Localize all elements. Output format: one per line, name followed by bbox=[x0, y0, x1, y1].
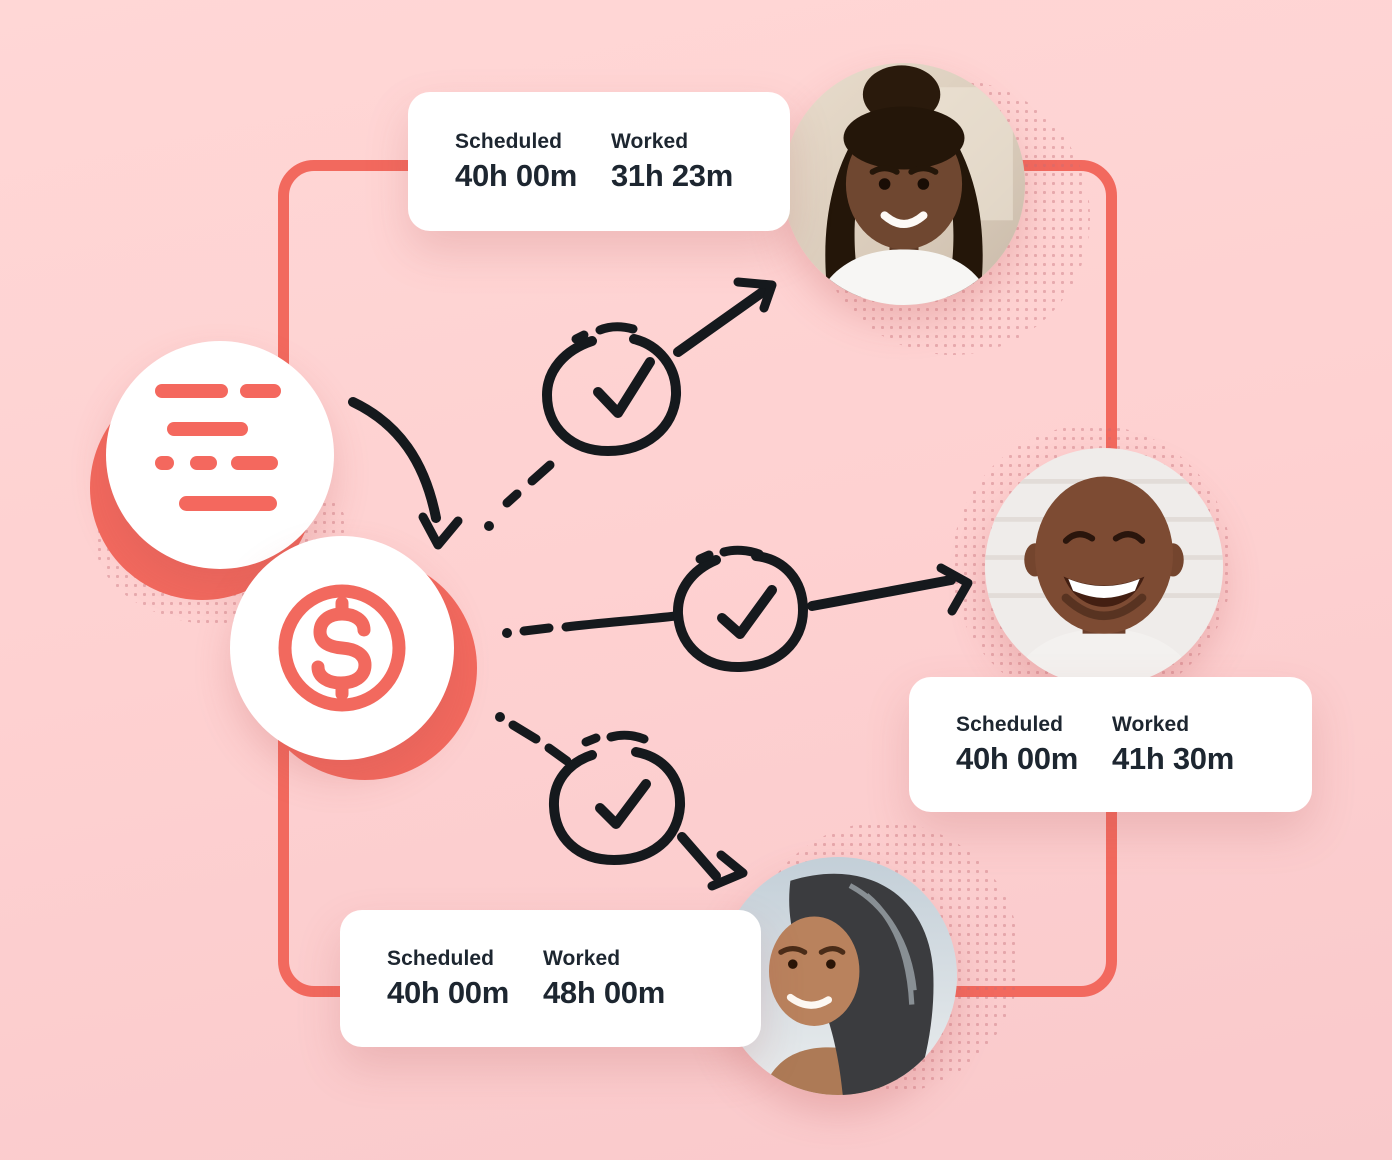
scheduled-stat: Scheduled 40h 00m bbox=[455, 129, 577, 194]
worked-label: Worked bbox=[610, 129, 689, 153]
scheduled-label: Scheduled bbox=[455, 129, 563, 153]
scheduled-stat: Scheduled 40h 00m bbox=[956, 712, 1078, 777]
list-bar bbox=[155, 456, 174, 470]
avatar-photo-woman-braids bbox=[783, 63, 1025, 305]
scheduled-value: 40h 00m bbox=[956, 741, 1078, 777]
employee-avatar-2 bbox=[985, 448, 1223, 686]
worked-label: Worked bbox=[1111, 712, 1190, 736]
worked-value: 31h 23m bbox=[610, 158, 733, 194]
scheduled-stat: Scheduled 40h 00m bbox=[387, 946, 509, 1011]
list-bar bbox=[190, 456, 217, 470]
scheduled-label: Scheduled bbox=[387, 946, 495, 970]
scheduled-label: Scheduled bbox=[956, 712, 1064, 736]
worked-stat: Worked 41h 30m bbox=[1112, 712, 1234, 777]
scheduled-value: 40h 00m bbox=[455, 158, 577, 194]
list-bar bbox=[167, 422, 248, 436]
list-bar bbox=[155, 384, 228, 398]
schedule-list-icon bbox=[106, 341, 334, 569]
list-bar bbox=[231, 456, 278, 470]
worked-label: Worked bbox=[542, 946, 621, 970]
worked-value: 48h 00m bbox=[542, 975, 665, 1011]
employee-avatar-3 bbox=[719, 857, 957, 1095]
stats-card-bottom: Scheduled 40h 00m Worked 48h 00m bbox=[340, 910, 761, 1047]
avatar-photo-laughing-man bbox=[985, 448, 1223, 686]
employee-avatar-1 bbox=[783, 63, 1025, 305]
stats-card-top: Scheduled 40h 00m Worked 31h 23m bbox=[408, 92, 790, 231]
worked-stat: Worked 48h 00m bbox=[543, 946, 665, 1011]
worked-stat: Worked 31h 23m bbox=[611, 129, 733, 194]
avatar-photo-woman-long-hair bbox=[719, 857, 957, 1095]
payroll-dollar-icon bbox=[230, 536, 454, 760]
list-bar bbox=[179, 496, 277, 511]
dollar-glyph bbox=[278, 584, 406, 712]
worked-value: 41h 30m bbox=[1111, 741, 1234, 777]
list-bar bbox=[240, 384, 281, 398]
stats-card-right: Scheduled 40h 00m Worked 41h 30m bbox=[909, 677, 1312, 812]
scheduled-value: 40h 00m bbox=[387, 975, 509, 1011]
